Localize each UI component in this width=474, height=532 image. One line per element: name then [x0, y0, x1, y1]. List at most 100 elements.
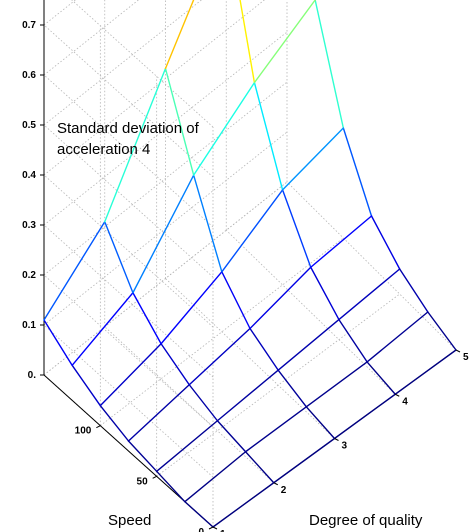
quality-tick-label: 3 — [342, 441, 348, 452]
surface-edge — [310, 266, 340, 321]
surface-edge — [244, 451, 275, 484]
quality-tick-labels: 1 2 3 4 5 — [212, 349, 469, 532]
surface-edge — [43, 319, 73, 367]
quality-tick-label: 5 — [463, 352, 469, 363]
surface-edge — [216, 369, 279, 422]
grid-line — [71, 0, 214, 128]
surface-edge — [104, 67, 167, 223]
surface-edge — [192, 81, 256, 176]
speed-tick-mark — [152, 475, 157, 479]
grid-line — [43, 24, 214, 178]
surface-edge — [132, 174, 195, 294]
quality-tick-label: 1 — [220, 529, 226, 532]
grid-line — [43, 124, 214, 278]
speed-tick-labels: 0 50 100 — [75, 425, 214, 532]
z-tick-label: 0.3 — [22, 220, 36, 231]
quality-tick-mark — [273, 482, 278, 486]
grid-line — [225, 229, 396, 395]
z-tick-label: 0. — [28, 370, 37, 381]
surface-edge — [277, 318, 340, 371]
z-tick-label: 0.7 — [22, 20, 36, 31]
x-axis-title: Speed — [108, 512, 151, 529]
surface-edge — [249, 266, 312, 330]
z-tick-label: 0.1 — [22, 320, 36, 331]
z-tick-label: 0.4 — [22, 170, 36, 181]
surface-edge — [281, 127, 345, 191]
surface-edge — [333, 393, 396, 440]
quality-tick-mark — [395, 393, 400, 397]
surface-edge — [366, 361, 396, 395]
surface-edge — [398, 268, 429, 313]
surface-edge — [188, 327, 251, 386]
speed-tick-label: 50 — [137, 476, 149, 487]
surface-edge — [338, 318, 368, 363]
surface-edge — [253, 81, 284, 191]
grid-line — [43, 224, 214, 378]
grid-line — [104, 326, 275, 484]
z-tick-label: 0.6 — [22, 70, 36, 81]
surface-edge — [155, 420, 219, 473]
surface-edge — [338, 268, 401, 321]
speed-tick-label: 100 — [75, 426, 92, 437]
surface-edge — [71, 292, 134, 367]
surface-edge — [155, 470, 186, 503]
surface-edge — [184, 500, 214, 528]
grid-line — [43, 31, 288, 226]
surface-mesh — [43, 0, 457, 528]
surface-edge — [277, 369, 308, 408]
grid-line — [43, 324, 214, 478]
surface-edge — [160, 271, 223, 345]
speed-tick-mark — [208, 526, 214, 530]
surface-edge — [104, 221, 134, 294]
surface-edge — [71, 364, 102, 407]
grid-line — [43, 81, 288, 276]
surface-edge — [239, 0, 256, 84]
surface-edge — [127, 440, 158, 473]
z-axis-title-line-1: Standard deviation of — [57, 120, 200, 137]
surface-edge — [221, 189, 284, 273]
surface-edge — [281, 189, 312, 268]
grid-line — [43, 174, 214, 328]
z-tick-labels: 0. 0.1 0.2 0.3 0.4 0.5 0.6 0.7 — [22, 20, 44, 381]
surface-edge — [188, 384, 219, 422]
surface-edge — [310, 215, 373, 268]
quality-tick-label: 2 — [281, 485, 287, 496]
surface-edge — [43, 221, 106, 321]
y-axis-title: Degree of quality — [309, 512, 423, 529]
surface-edge — [127, 384, 190, 442]
surface-edge — [366, 311, 429, 363]
speed-tick-mark — [96, 425, 101, 429]
surface-edge — [212, 482, 275, 528]
surface-edge — [249, 327, 279, 371]
grid-line — [286, 181, 457, 351]
surface-edge — [305, 361, 368, 408]
z-tick-label: 0.5 — [22, 120, 36, 131]
surface-edge — [160, 343, 190, 386]
grid-line — [43, 274, 214, 428]
surface-edge — [314, 0, 345, 129]
quality-tick-label: 4 — [402, 396, 408, 407]
surface-edge — [132, 292, 162, 345]
surface-edge — [394, 349, 457, 395]
surface-edge — [342, 127, 373, 217]
z-tick-label: 0.2 — [22, 270, 36, 281]
grid-line — [100, 237, 344, 426]
grid-line — [43, 74, 214, 228]
quality-tick-mark — [334, 438, 339, 441]
surface-edge — [99, 404, 130, 442]
surface-edge — [216, 420, 247, 453]
surface-edge — [184, 451, 247, 503]
surface-edge — [253, 0, 316, 84]
surface-edge — [164, 0, 195, 70]
quality-tick-mark — [212, 526, 218, 530]
speed-tick-label: 0 — [198, 527, 204, 532]
surface-edge — [305, 406, 336, 440]
surface-edge — [164, 67, 195, 176]
surface-edge — [221, 271, 251, 330]
surface-edge — [244, 406, 308, 453]
grid-line — [165, 278, 335, 439]
z-axis-title-line-2: acceleration 4 — [57, 141, 150, 158]
quality-tick-mark — [455, 349, 461, 353]
